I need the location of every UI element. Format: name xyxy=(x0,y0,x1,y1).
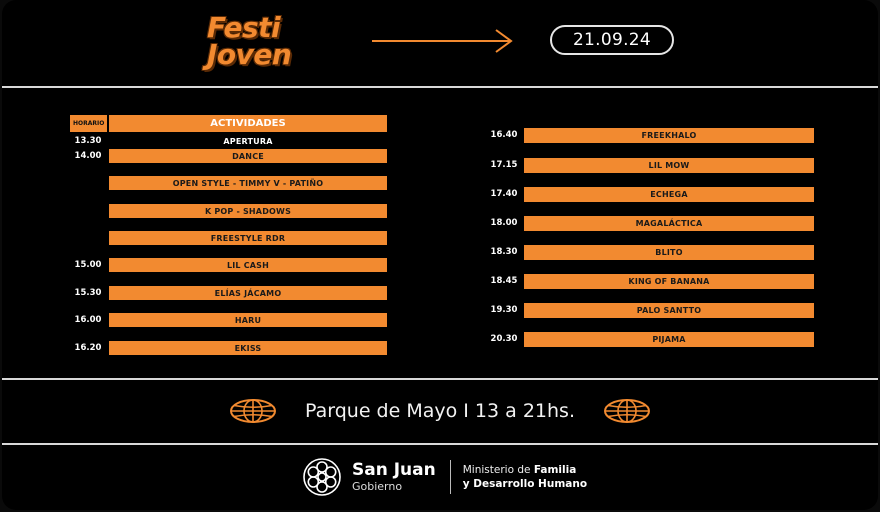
row-time: 15.00 xyxy=(74,260,102,270)
brand-name: San Juan xyxy=(352,460,436,480)
row-time: 19.30 xyxy=(490,305,518,315)
logo-line-2: Joven xyxy=(207,38,292,71)
row-time: 13.30 xyxy=(74,136,102,146)
row-activity: HARU xyxy=(109,313,387,327)
brand-block: San Juan Gobierno xyxy=(352,460,436,494)
row-time: 14.00 xyxy=(74,151,102,161)
time-column-header: HORARIO xyxy=(70,115,107,132)
schedule-header: HORARIO ACTIVIDADES xyxy=(70,115,388,132)
activity-column-header: ACTIVIDADES xyxy=(109,115,387,132)
row-activity: OPEN STYLE - TIMMY V - PATIÑO xyxy=(109,176,387,190)
san-juan-flower-logo xyxy=(303,458,341,496)
logo-line-1: Festi xyxy=(207,11,281,44)
divider-top xyxy=(2,86,878,88)
divider-bottom xyxy=(2,443,878,445)
divider-middle xyxy=(2,378,878,380)
row-time: 15.30 xyxy=(74,288,102,298)
row-activity: PIJAMA xyxy=(524,332,814,347)
row-activity: ECHEGA xyxy=(524,187,814,202)
row-activity: APERTURA xyxy=(223,136,273,146)
row-activity: LIL CASH xyxy=(109,258,387,272)
ministry-line-2: y Desarrollo Humano xyxy=(462,478,588,490)
row-activity: KING OF BANANA xyxy=(524,274,814,289)
venue-bar: Parque de Mayo I 13 a 21hs. xyxy=(2,396,878,426)
row-time: 16.20 xyxy=(74,343,102,353)
row-time: 18.00 xyxy=(490,218,518,228)
row-activity: ELÍAS JÁCAMO xyxy=(109,286,387,300)
venue-text: Parque de Mayo I 13 a 21hs. xyxy=(305,400,575,422)
ministry-bold: Familia xyxy=(533,464,577,476)
row-activity: DANCE xyxy=(109,149,387,163)
row-activity: MAGALÁCTICA xyxy=(524,216,814,231)
row-activity: PALO SANTTO xyxy=(524,303,814,318)
row-time: 17.40 xyxy=(490,189,518,199)
row-activity: K POP - SHADOWS xyxy=(109,204,387,218)
row-time: 17.15 xyxy=(490,160,518,170)
footer-branding: San Juan Gobierno Ministerio de Familia … xyxy=(302,456,587,498)
ministry-block: Ministerio de Familia y Desarrollo Human… xyxy=(463,463,587,491)
row-activity: EKISS xyxy=(109,341,387,355)
row-activity: BLITO xyxy=(524,245,814,260)
brand-subtitle: Gobierno xyxy=(352,480,403,493)
row-time: 16.40 xyxy=(490,130,518,140)
globe-icon xyxy=(230,399,276,423)
arrow-right-icon xyxy=(372,29,513,53)
globe-icon xyxy=(604,399,650,423)
footer-separator xyxy=(449,460,451,494)
date-badge: 21.09.24 xyxy=(550,25,674,55)
row-time: 18.45 xyxy=(490,276,518,286)
row-time: 16.00 xyxy=(74,315,102,325)
row-activity: LIL MOW xyxy=(524,158,814,173)
row-activity: FREEKHALO xyxy=(524,128,814,143)
row-activity: FREESTYLE RDR xyxy=(109,231,387,245)
row-time: 20.30 xyxy=(490,334,518,344)
row-time: 18.30 xyxy=(490,247,518,257)
festi-joven-logo: Festi Joven xyxy=(207,11,292,71)
schedule-left: HORARIO ACTIVIDADES 13.30 APERTURA 14.00… xyxy=(70,115,388,355)
ministry-prefix: Ministerio de xyxy=(462,464,534,476)
